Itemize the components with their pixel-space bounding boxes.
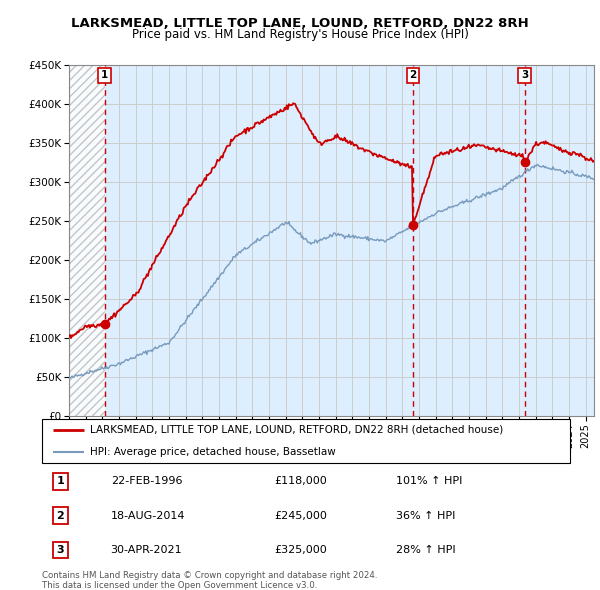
- Text: 1: 1: [101, 70, 108, 80]
- Text: 28% ↑ HPI: 28% ↑ HPI: [396, 545, 455, 555]
- Text: £325,000: £325,000: [274, 545, 327, 555]
- Text: 1: 1: [56, 477, 64, 486]
- FancyBboxPatch shape: [42, 419, 570, 463]
- Text: 3: 3: [56, 545, 64, 555]
- Text: 2: 2: [409, 70, 416, 80]
- Text: LARKSMEAD, LITTLE TOP LANE, LOUND, RETFORD, DN22 8RH: LARKSMEAD, LITTLE TOP LANE, LOUND, RETFO…: [71, 17, 529, 30]
- Text: LARKSMEAD, LITTLE TOP LANE, LOUND, RETFORD, DN22 8RH (detached house): LARKSMEAD, LITTLE TOP LANE, LOUND, RETFO…: [89, 425, 503, 435]
- Text: HPI: Average price, detached house, Bassetlaw: HPI: Average price, detached house, Bass…: [89, 447, 335, 457]
- Text: 36% ↑ HPI: 36% ↑ HPI: [396, 511, 455, 520]
- Text: 30-APR-2021: 30-APR-2021: [110, 545, 182, 555]
- Text: Price paid vs. HM Land Registry's House Price Index (HPI): Price paid vs. HM Land Registry's House …: [131, 28, 469, 41]
- Text: 22-FEB-1996: 22-FEB-1996: [110, 477, 182, 486]
- Text: 3: 3: [521, 70, 528, 80]
- Text: £118,000: £118,000: [274, 477, 327, 486]
- Text: Contains HM Land Registry data © Crown copyright and database right 2024.
This d: Contains HM Land Registry data © Crown c…: [42, 571, 377, 590]
- Text: 18-AUG-2014: 18-AUG-2014: [110, 511, 185, 520]
- Text: 2: 2: [56, 511, 64, 520]
- Text: £245,000: £245,000: [274, 511, 327, 520]
- Bar: [69, 65, 104, 416]
- Text: 101% ↑ HPI: 101% ↑ HPI: [396, 477, 462, 486]
